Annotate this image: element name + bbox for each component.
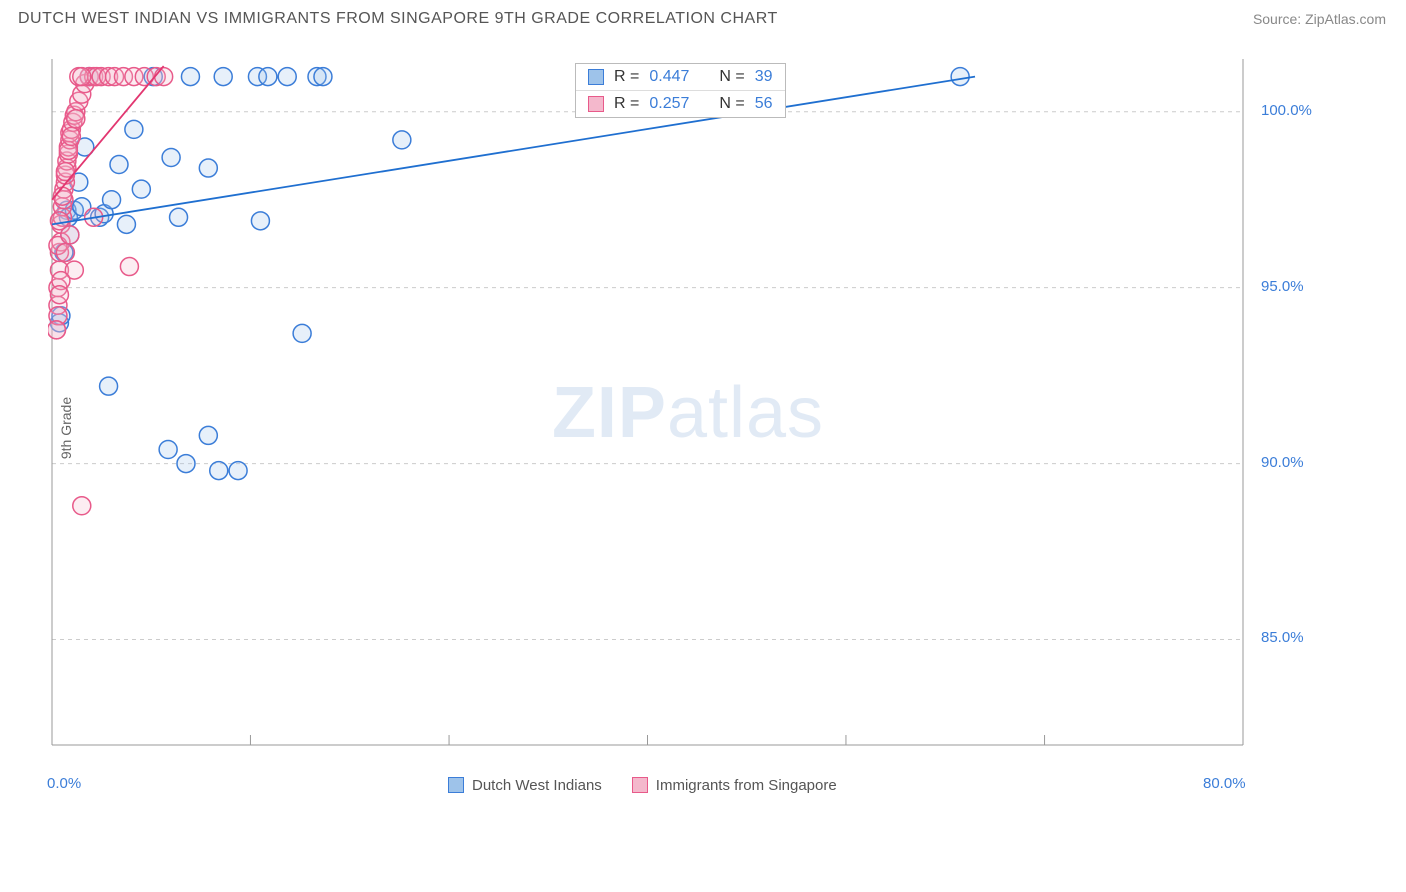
- r-value: 0.257: [649, 95, 689, 113]
- r-label: R =: [614, 95, 639, 113]
- scatter-chart: [48, 55, 1328, 800]
- series-swatch: [588, 96, 604, 112]
- legend-item: Dutch West Indians: [448, 777, 602, 794]
- correlation-stats-box: R = 0.447 N = 39 R = 0.257 N = 56: [575, 63, 786, 118]
- y-axis-label: 9th Grade: [58, 396, 74, 458]
- r-label: R =: [614, 68, 639, 86]
- r-value: 0.447: [649, 68, 689, 86]
- y-tick-label: 95.0%: [1261, 278, 1304, 295]
- y-tick-label: 100.0%: [1261, 102, 1312, 119]
- legend-swatch: [632, 777, 648, 793]
- y-tick-label: 90.0%: [1261, 454, 1304, 471]
- n-label: N =: [719, 95, 744, 113]
- source-attribution: Source: ZipAtlas.com: [1253, 11, 1386, 27]
- legend-label: Immigrants from Singapore: [656, 777, 837, 794]
- series-swatch: [588, 69, 604, 85]
- n-value: 39: [755, 68, 773, 86]
- legend-label: Dutch West Indians: [472, 777, 602, 794]
- legend: Dutch West Indians Immigrants from Singap…: [48, 770, 1328, 800]
- legend-swatch: [448, 777, 464, 793]
- n-value: 56: [755, 95, 773, 113]
- chart-title: DUTCH WEST INDIAN VS IMMIGRANTS FROM SIN…: [18, 10, 778, 28]
- n-label: N =: [719, 68, 744, 86]
- stats-row: R = 0.257 N = 56: [576, 91, 785, 117]
- y-tick-label: 85.0%: [1261, 629, 1304, 646]
- source-link[interactable]: ZipAtlas.com: [1305, 11, 1386, 27]
- plot-area: 9th Grade ZIPatlas R = 0.447N = 39R = 0.…: [48, 55, 1328, 800]
- legend-item: Immigrants from Singapore: [632, 777, 837, 794]
- stats-row: R = 0.447 N = 39: [576, 64, 785, 91]
- source-label: Source:: [1253, 11, 1301, 27]
